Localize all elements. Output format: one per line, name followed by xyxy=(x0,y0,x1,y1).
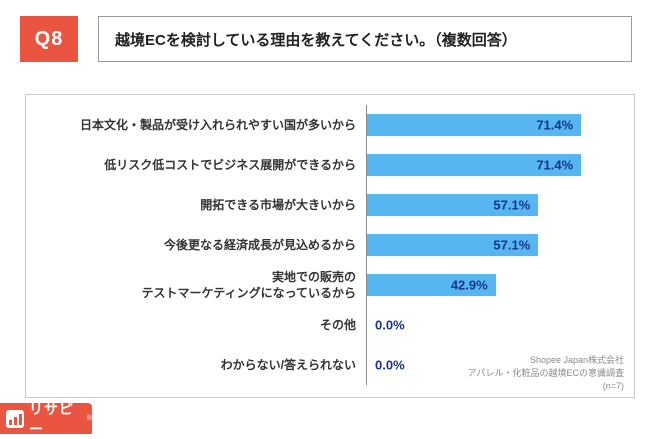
chart-row: 開拓できる市場が大きいから 57.1% xyxy=(26,185,634,225)
chart-row: 低リスク低コストでビジネス展開ができるから 71.4% xyxy=(26,145,634,185)
risapi-logo: リサピー ® xyxy=(0,401,92,437)
chart-row: 日本文化・製品が受け入れられやすい国が多いから 71.4% xyxy=(26,105,634,145)
category-label: 低リスク低コストでビジネス展開ができるから xyxy=(104,157,356,172)
chart-rows: 日本文化・製品が受け入れられやすい国が多いから 71.4% 低リスク低コストでビジネ… xyxy=(26,105,634,385)
bar xyxy=(367,234,539,256)
bar-chart: 日本文化・製品が受け入れられやすい国が多いから 71.4% 低リスク低コストでビジネ… xyxy=(25,94,635,398)
bar-track: 0.0% xyxy=(366,345,634,385)
value-label: 57.1% xyxy=(493,197,531,213)
value-label: 57.1% xyxy=(493,237,531,253)
registered-trademark-mark: ® xyxy=(86,415,92,422)
question-title: 越境ECを検討している理由を教えてください。（複数回答） xyxy=(98,16,632,62)
bar xyxy=(367,114,582,136)
bar-chart-icon xyxy=(6,409,24,428)
category-label: わからない/答えられない xyxy=(220,357,356,372)
category-label: 開拓できる市場が大きいから xyxy=(200,197,356,212)
category-label: その他 xyxy=(319,317,356,332)
chart-row: わからない/答えられない 0.0% xyxy=(26,345,634,385)
value-label: 0.0% xyxy=(375,317,405,333)
survey-source: Shopee Japan株式会社 アパレル・化粧品の越境ECの意識調査 (n=7… xyxy=(468,354,624,393)
value-label: 71.4% xyxy=(536,117,574,133)
source-survey-name: アパレル・化粧品の越境ECの意識調査 xyxy=(467,367,624,378)
category-label: 日本文化・製品が受け入れられやすい国が多いから xyxy=(79,117,356,132)
value-label: 0.0% xyxy=(375,357,405,373)
chart-row: 実地での販売の テストマーケティングになっているから 42.9% xyxy=(26,265,634,305)
value-label: 42.9% xyxy=(450,277,488,293)
bar-track: 42.9% xyxy=(366,265,634,305)
question-number-badge: Q8 xyxy=(20,16,78,62)
category-label: 今後更なる経済成長が見込めるから xyxy=(163,237,356,252)
bar-track: 71.4% xyxy=(366,105,634,145)
bar-track: 0.0% xyxy=(366,305,634,345)
source-company: Shopee Japan株式会社 xyxy=(529,354,624,365)
bar xyxy=(367,274,496,296)
category-label: 実地での販売の テストマーケティングになっているから xyxy=(141,269,356,300)
logo-text: リサピー xyxy=(29,400,74,437)
source-sample-size: (n=7) xyxy=(602,380,624,391)
bar xyxy=(367,154,582,176)
bar-track: 57.1% xyxy=(366,185,634,225)
value-label: 71.4% xyxy=(536,157,574,173)
bar-track: 71.4% xyxy=(366,145,634,185)
bar xyxy=(367,194,539,216)
chart-row: その他 0.0% xyxy=(26,305,634,345)
bar-track: 57.1% xyxy=(366,225,634,265)
question-header: Q8 越境ECを検討している理由を教えてください。（複数回答） xyxy=(20,16,632,62)
chart-row: 今後更なる経済成長が見込めるから 57.1% xyxy=(26,225,634,265)
